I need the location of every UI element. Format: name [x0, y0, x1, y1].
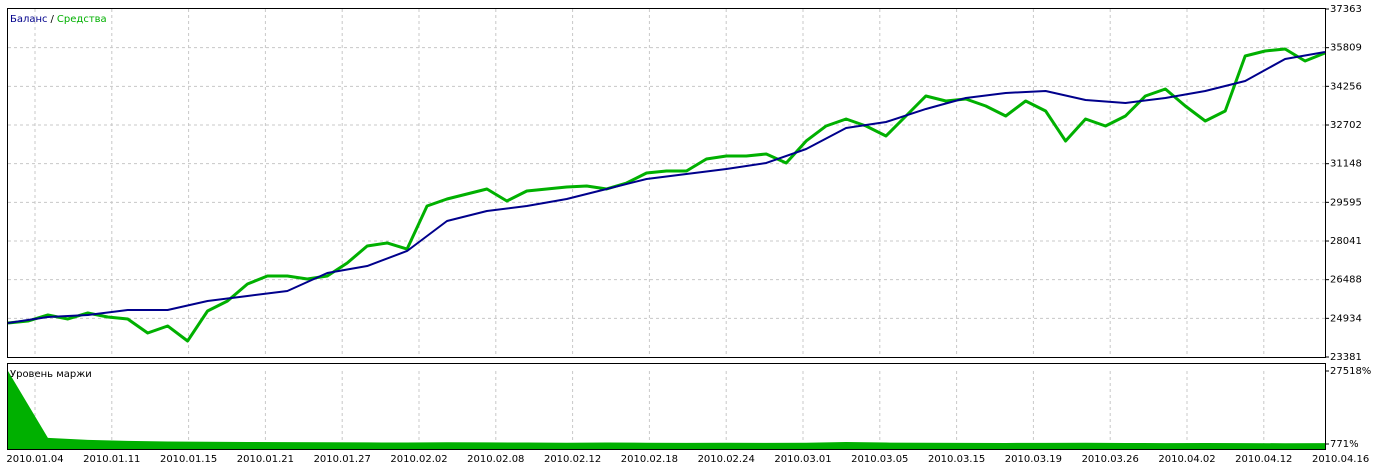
x-tick-label: 2010.02.18	[621, 454, 678, 465]
y-tick-label: 32702	[1330, 120, 1362, 131]
x-tick-label: 2010.04.02	[1158, 454, 1215, 465]
y-tick-label: 28041	[1330, 236, 1362, 247]
panel-title: Уровень маржи	[10, 369, 92, 380]
margin-panel	[7, 363, 1326, 450]
x-tick-label: 2010.02.12	[544, 454, 601, 465]
y-tick-label: 26488	[1330, 275, 1362, 286]
x-tick-label: 2010.02.02	[390, 454, 447, 465]
x-tick-label: 2010.03.19	[1005, 454, 1062, 465]
x-tick-label: 2010.04.16	[1312, 454, 1369, 465]
x-tick-label: 2010.04.12	[1235, 454, 1292, 465]
y-tick-label: 771%	[1330, 439, 1359, 450]
x-tick-label: 2010.03.15	[928, 454, 985, 465]
series-line	[7, 47, 1326, 343]
x-tick-label: 2010.01.15	[160, 454, 217, 465]
x-tick-label: 2010.03.01	[774, 454, 831, 465]
x-tick-label: 2010.01.11	[83, 454, 140, 465]
x-tick-label: 2010.01.04	[6, 454, 63, 465]
legend-entry: Средства	[57, 14, 107, 25]
y-tick-label: 37363	[1330, 4, 1362, 15]
x-tick-label: 2010.02.08	[467, 454, 524, 465]
y-tick-label: 29595	[1330, 197, 1362, 208]
legend-separator: /	[51, 14, 55, 25]
y-tick-label: 34256	[1330, 81, 1362, 92]
margin-area	[8, 371, 1325, 449]
y-tick-label: 24934	[1330, 313, 1362, 324]
x-tick-label: 2010.01.27	[314, 454, 371, 465]
series-line	[7, 50, 1326, 324]
y-tick-label: 27518%	[1330, 366, 1371, 377]
x-tick-label: 2010.03.26	[1082, 454, 1139, 465]
y-tick-label: 31148	[1330, 159, 1362, 170]
main-panel	[7, 8, 1326, 358]
y-tick-label: 23381	[1330, 352, 1362, 363]
x-tick-label: 2010.03.05	[851, 454, 908, 465]
legend-entry: Баланс	[10, 14, 48, 25]
legend: Баланс / Средства	[10, 14, 107, 25]
x-tick-label: 2010.01.21	[237, 454, 294, 465]
y-tick-label: 35809	[1330, 43, 1362, 54]
x-tick-label: 2010.02.24	[698, 454, 755, 465]
